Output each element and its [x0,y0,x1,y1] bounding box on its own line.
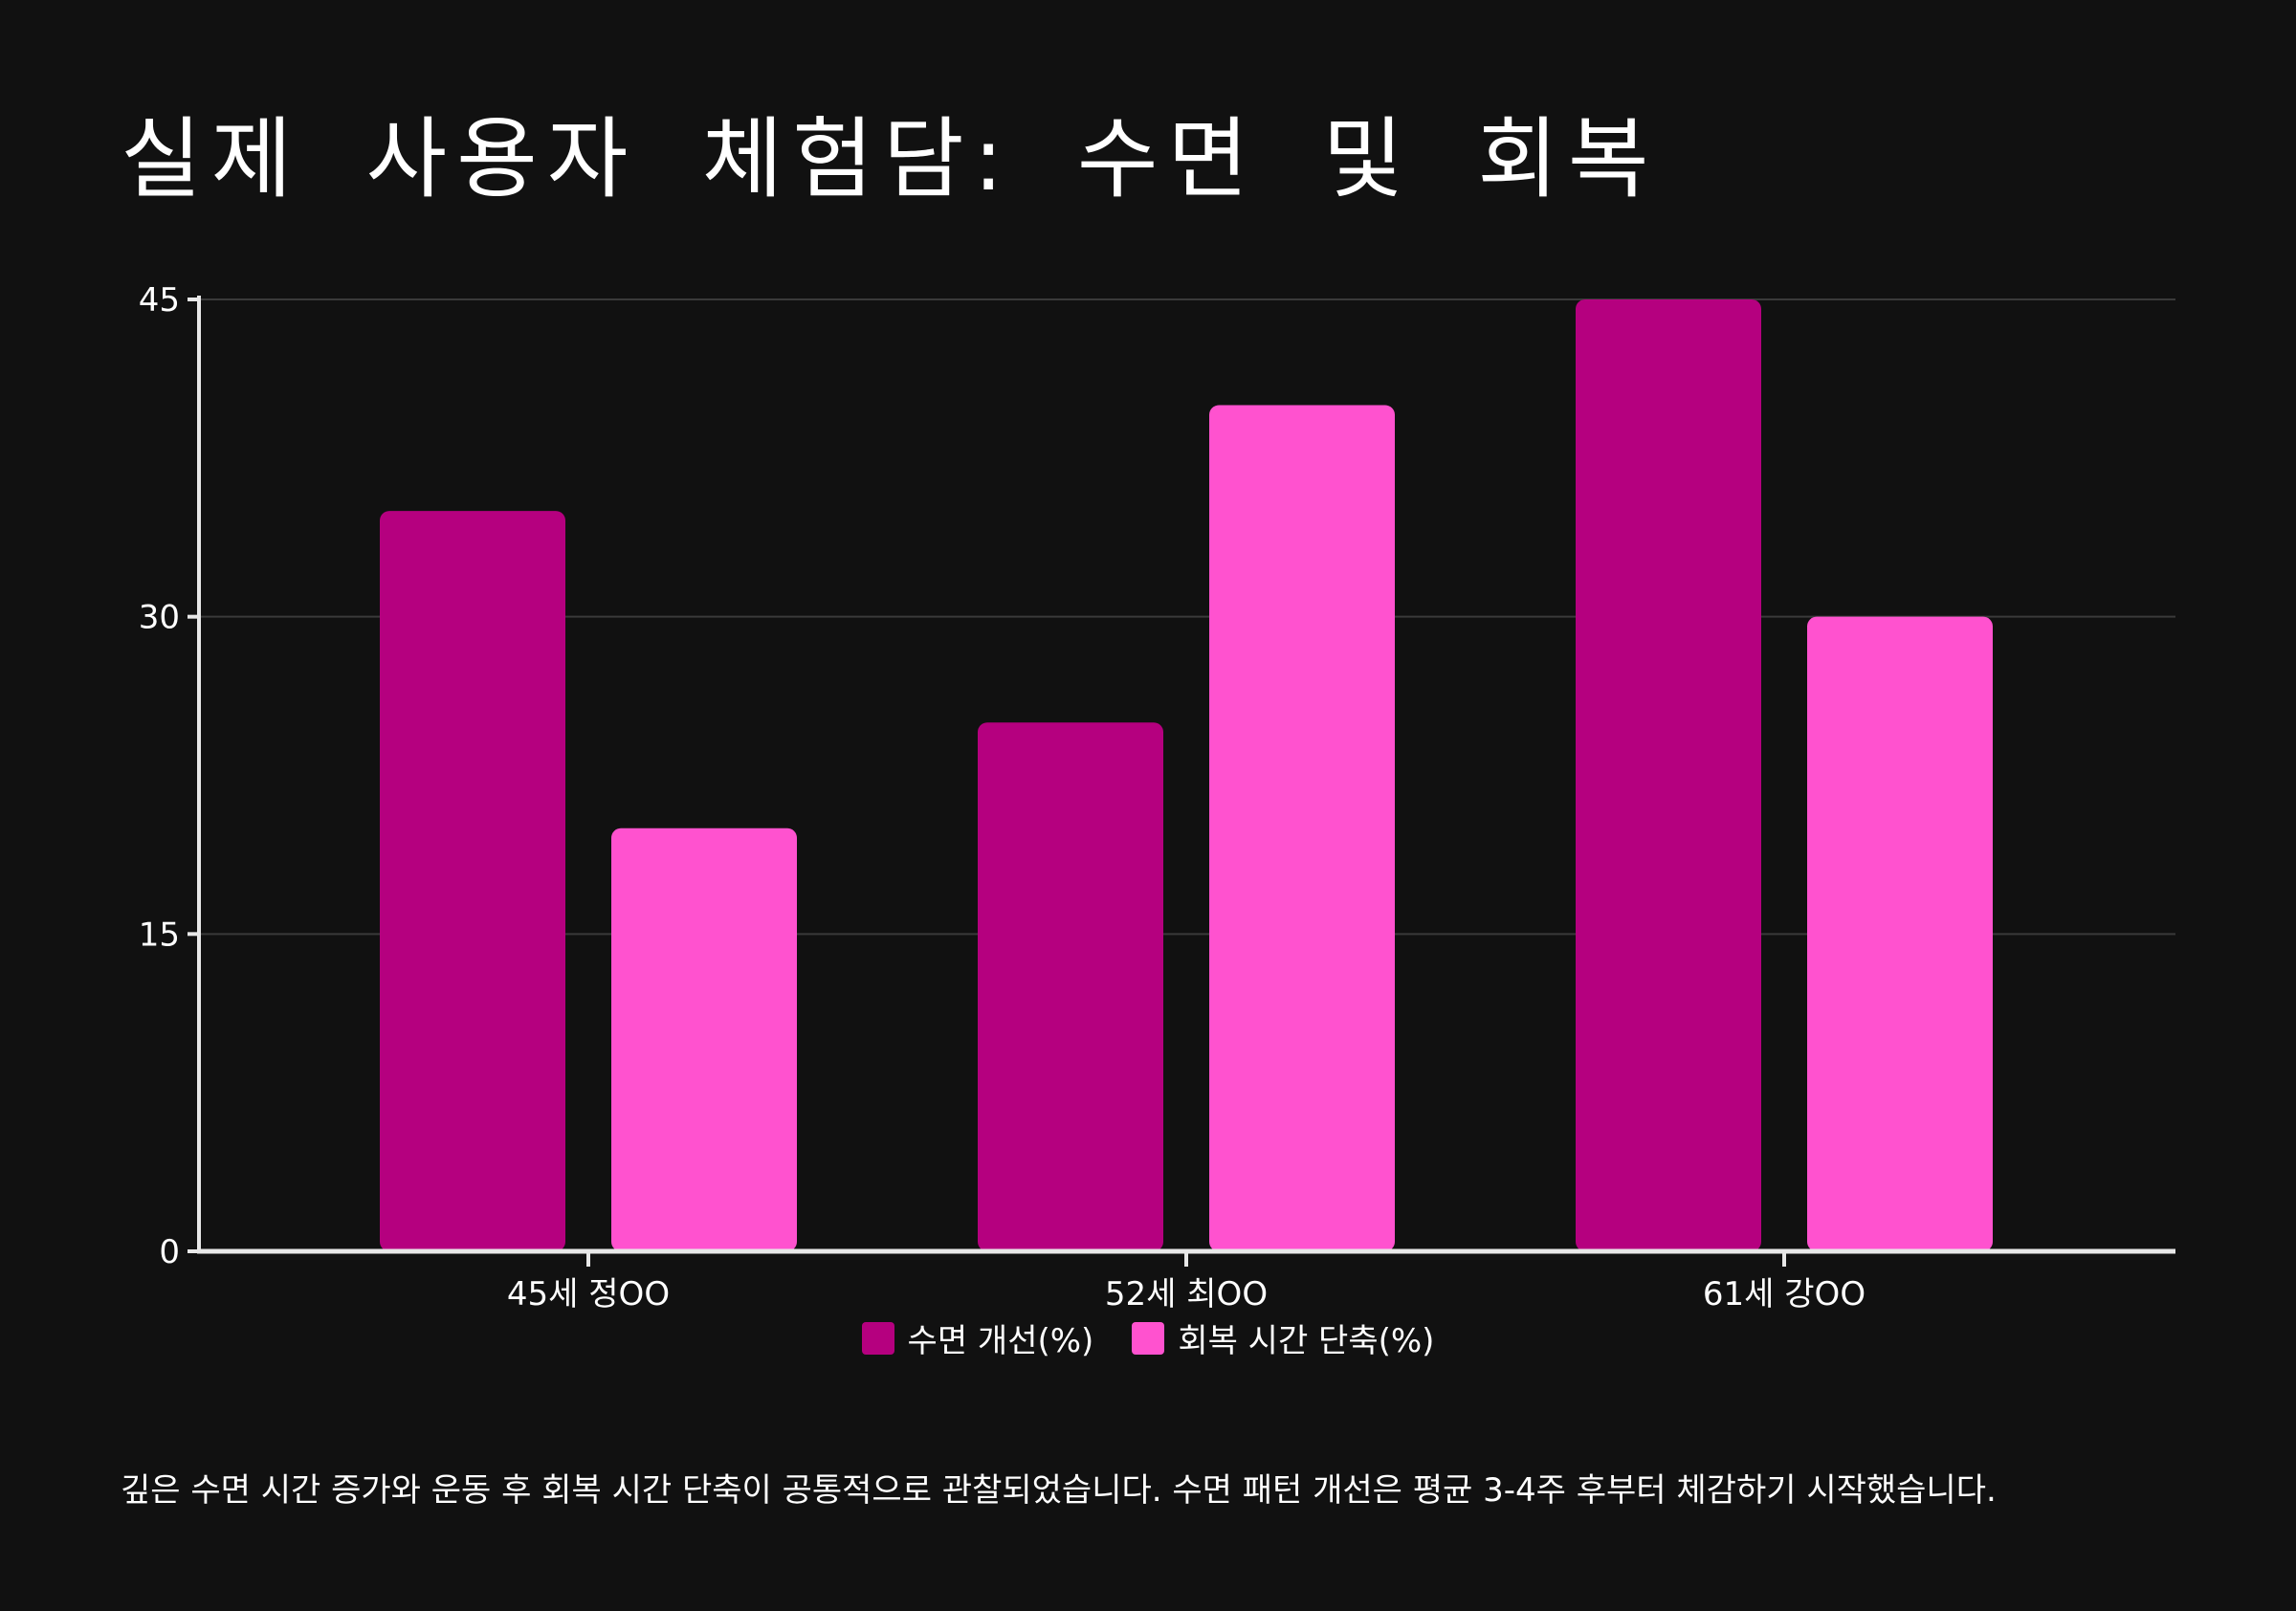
legend-item-recovery: 회복 시간 단축(%) [1132,1314,1434,1361]
legend-label-recovery: 회복 시간 단축(%) [1178,1322,1435,1360]
y-tick-labels: 0 15 30 45 [139,281,180,1271]
bar [978,722,1163,1251]
legend-swatch-recovery [1132,1321,1165,1355]
bar [1576,299,1761,1251]
y-tick-label: 0 [159,1233,180,1271]
x-tick-labels: 45세 정OO 52세 최OO 61세 강OO [507,1275,1866,1313]
bar [1209,405,1395,1251]
y-tick-label: 30 [139,599,180,637]
axes [188,296,2175,1267]
x-tick-label: 45세 정OO [507,1275,670,1313]
chart-title: 실제 사용자 체험담: 수면 및 회복 [121,108,1659,210]
x-tick-label: 61세 강OO [1703,1275,1866,1313]
y-tick-label: 45 [139,281,180,320]
footnote: 깊은 수면 시간 증가와 운동 후 회복 시간 단축이 공통적으로 관찰되었습니… [121,1471,1997,1510]
bars [380,299,1993,1251]
legend: 수면 개선(%) 회복 시간 단축(%) [0,1314,2296,1361]
y-tick-label: 15 [139,916,180,954]
bar [611,828,797,1251]
legend-item-sleep: 수면 개선(%) [861,1314,1094,1361]
x-tick-label: 52세 최OO [1105,1275,1268,1313]
legend-label-sleep: 수면 개선(%) [907,1322,1094,1360]
bar [380,511,565,1251]
bar [1807,616,1993,1251]
legend-swatch-sleep [861,1321,894,1355]
